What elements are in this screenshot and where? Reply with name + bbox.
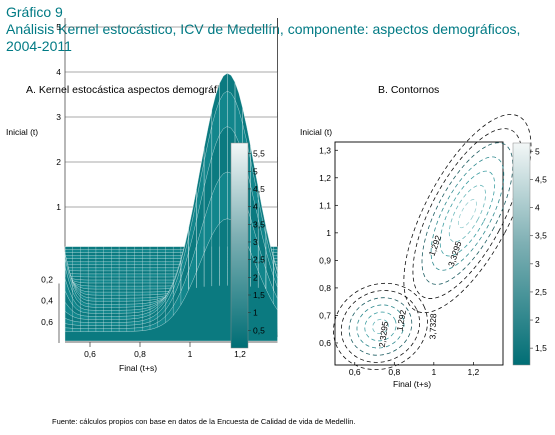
y-tick-label: 1,1	[319, 200, 331, 210]
figure-label: Gráfico 9	[6, 4, 63, 20]
z-tick-label: 2	[56, 157, 61, 167]
x-tick-label: 1	[431, 367, 436, 377]
x-tick-label: 0,6	[84, 349, 96, 359]
contour-ring-upper	[430, 156, 505, 271]
plot-frame	[334, 141, 504, 366]
figure-header: Gráfico 9 Análisis Kernel estocástico, I…	[6, 4, 551, 55]
panel-a-y-title: Inicial (t)	[6, 127, 39, 137]
contour-ring-lower	[340, 290, 421, 363]
x-tick-label: 0,8	[134, 349, 146, 359]
colorbar-b-tick-label: 4	[535, 203, 540, 213]
contour-label: 3,7328	[427, 313, 438, 340]
colorbar-a-tick-label: 5	[253, 166, 258, 176]
figure-title: Análisis Kernel estocástico, ICV de Mede…	[6, 21, 521, 54]
colorbar-a-tick-label: 5,5	[253, 149, 265, 159]
contour-ring-upper	[412, 128, 523, 299]
colorbar-b-tick-label: 2	[535, 315, 540, 325]
x-tick-label: 1	[188, 349, 193, 359]
y-tick-label: 0,7	[319, 310, 331, 320]
x-tick-label: 0,6	[349, 367, 361, 377]
colorbar-a-tick-label: 1	[253, 308, 258, 318]
colorbar-b-tick-label: 1,5	[535, 343, 547, 353]
contour-ring-lower	[333, 282, 428, 370]
z-tick-label: 5	[56, 22, 61, 32]
colorbar-a-tick-label: 3,5	[253, 219, 265, 229]
contour-ring-lower	[356, 304, 405, 349]
contour-ring-upper	[448, 184, 486, 243]
z-tick-label: 4	[56, 67, 61, 77]
source-note: Fuente: cálculos propios con base en dat…	[52, 417, 356, 426]
contour-ring-lower	[372, 318, 389, 335]
y-tick-label: 1	[326, 228, 331, 238]
contour-ring-lower	[364, 311, 397, 342]
contour-ring-upper	[439, 170, 496, 257]
y-tick-label: 0,2	[41, 274, 53, 284]
colorbar-a-tick-label: 0,5	[253, 325, 265, 335]
y-tick-label: 0,4	[41, 296, 53, 306]
contour-ring-upper	[457, 199, 477, 229]
x-tick-label: 0,8	[388, 367, 400, 377]
y-tick-label: 0,6	[41, 317, 53, 327]
colorbar-b-tick-label: 5	[535, 146, 540, 156]
x-tick-label: 1,2	[234, 349, 246, 359]
y-tick-label: 1,3	[319, 145, 331, 155]
colorbar-a-tick-label: 1,5	[253, 290, 265, 300]
panel-a-title: A. Kernel estocástica aspectos demográfi…	[26, 84, 236, 96]
y-tick-label: 1,2	[319, 173, 331, 183]
panel-a-x-title: Final (t+s)	[119, 363, 158, 373]
colorbar-a-tick-label: 4	[253, 202, 258, 212]
x-tick-label: 1,2	[467, 367, 479, 377]
contour-ring-lower	[348, 297, 413, 356]
y-tick-label: 0,9	[319, 255, 331, 265]
colorbar-b	[512, 142, 531, 366]
y-tick-label: 0,8	[319, 283, 331, 293]
colorbar-a-tick-label: 2,5	[253, 255, 265, 265]
colorbar-b-tick-label: 2,5	[535, 287, 547, 297]
panel-b-x-title: Final (t+s)	[393, 379, 432, 389]
colorbar-a-tick-label: 4,5	[253, 184, 265, 194]
colorbar-b-tick-label: 4,5	[535, 175, 547, 185]
contour-label: 2,3295	[377, 320, 391, 347]
colorbar-b-tick-label: 3	[535, 259, 540, 269]
y-tick-label: 0,6	[319, 338, 331, 348]
colorbar-a-tick-label: 3	[253, 237, 258, 247]
colorbar-a-tick-label: 2	[253, 272, 258, 282]
colorbar-a	[230, 142, 249, 349]
surface-strip	[64, 218, 278, 342]
panel-b-title: B. Contornos	[378, 84, 440, 96]
z-tick-label: 3	[56, 112, 61, 122]
contour-label: 1,292	[394, 309, 408, 332]
z-tick-label: 1	[56, 202, 61, 212]
panel-b-y-title: Inicial (t)	[300, 127, 333, 137]
contour-ring-upper	[421, 142, 514, 285]
colorbar-b-tick-label: 3,5	[535, 231, 547, 241]
